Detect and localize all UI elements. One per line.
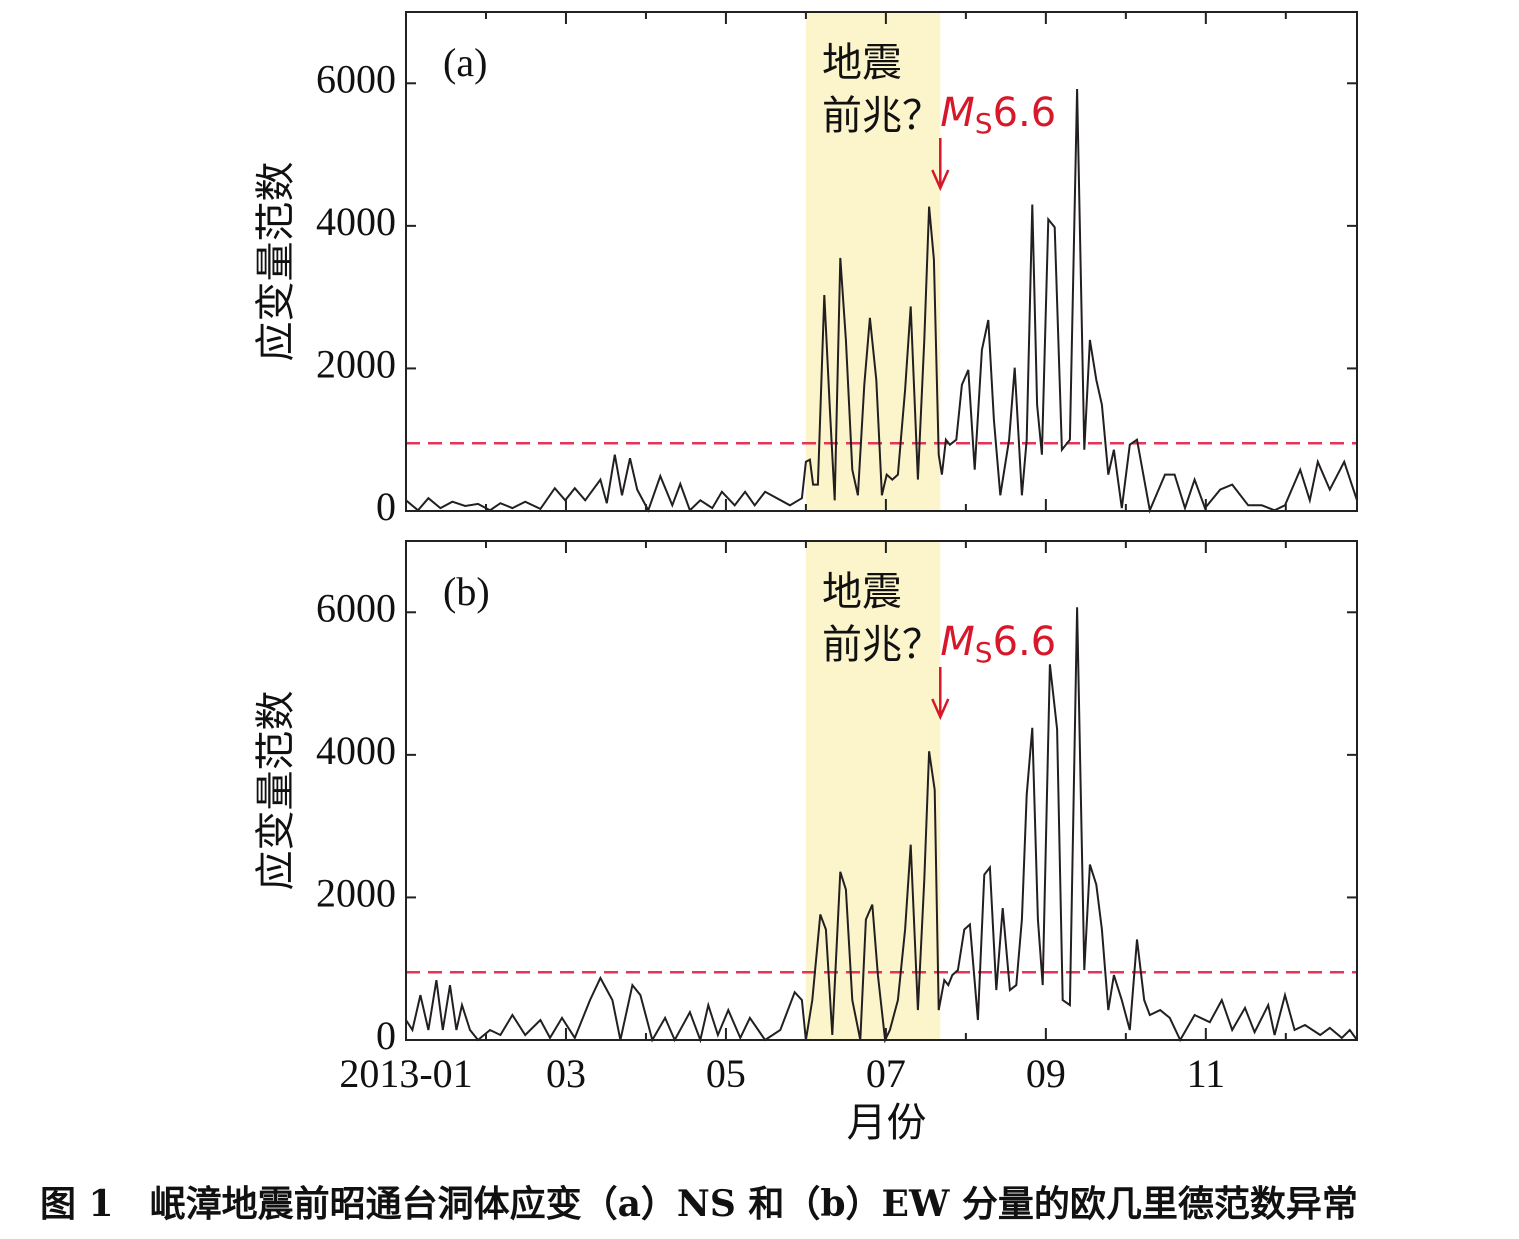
y-tick-label: 4000 xyxy=(316,199,396,244)
x-tick-label: 11 xyxy=(1187,1051,1226,1096)
event-arrowhead xyxy=(931,698,950,721)
event-part: M xyxy=(940,619,975,665)
caption: 图 1 岷漳地震前昭通台洞体应变（a）NS 和（b）EW 分量的欧几里德范数异常 xyxy=(40,1183,1358,1225)
data-line xyxy=(405,607,1358,1044)
y-axis-label: 应变量范数 xyxy=(253,691,299,891)
y-tick-label: 2000 xyxy=(316,342,396,387)
annotation: 前兆？ xyxy=(822,93,942,139)
x-tick-label: 09 xyxy=(1026,1051,1066,1096)
plot-frame xyxy=(405,540,1358,1041)
y-tick-label: 2000 xyxy=(316,871,396,916)
y-tick-label: 0 xyxy=(376,1013,396,1058)
precursor-band xyxy=(805,12,941,511)
panel-label: (a) xyxy=(443,40,487,85)
y-axis-label: 应变量范数 xyxy=(253,162,299,362)
y-tick-label: 6000 xyxy=(316,585,396,630)
event-part: M xyxy=(940,90,975,136)
event-part: S xyxy=(975,107,993,140)
annotation: 前兆？ xyxy=(822,622,942,668)
x-tick-label: 2013-01 xyxy=(339,1051,472,1096)
y-tick-label: 4000 xyxy=(316,728,396,773)
x-tick-label: 07 xyxy=(866,1051,906,1096)
event-arrowhead xyxy=(931,169,950,192)
x-tick-label: 03 xyxy=(546,1051,586,1096)
event-label: MS6.6 xyxy=(940,619,1056,669)
y-tick-label: 6000 xyxy=(316,56,396,101)
plot-frame xyxy=(405,11,1358,512)
annotation: 地震 xyxy=(822,40,902,86)
event-label: MS6.6 xyxy=(940,90,1056,140)
annotation: 地震 xyxy=(822,569,902,615)
event-part: 6.6 xyxy=(993,619,1057,665)
event-part: 6.6 xyxy=(993,90,1057,136)
data-line xyxy=(405,88,1358,514)
y-tick-label: 0 xyxy=(376,484,396,529)
panel-label: (b) xyxy=(443,569,490,614)
x-tick-label: 05 xyxy=(706,1051,746,1096)
event-part: S xyxy=(975,636,993,669)
x-axis-label: 月份 xyxy=(847,1100,927,1146)
